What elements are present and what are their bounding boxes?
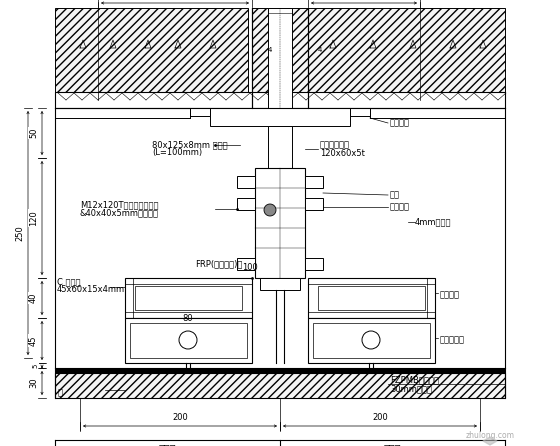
- Text: 5: 5: [32, 363, 38, 368]
- Bar: [305, 258, 323, 270]
- Bar: [125, 278, 252, 318]
- Bar: [268, 126, 292, 168]
- Bar: [350, 108, 370, 116]
- Text: 材料表: 材料表: [384, 443, 402, 446]
- Text: 45: 45: [29, 335, 38, 346]
- Bar: [55, 368, 505, 373]
- Text: 4: 4: [268, 47, 272, 53]
- Text: FZPMB右中超提: FZPMB右中超提: [390, 376, 439, 384]
- Bar: [190, 108, 210, 116]
- Circle shape: [179, 331, 197, 349]
- Bar: [305, 198, 323, 210]
- Text: 40: 40: [29, 293, 38, 303]
- Text: 材料表: 材料表: [158, 443, 176, 446]
- Text: 右中超提升噧: 右中超提升噧: [320, 140, 350, 149]
- Text: 80: 80: [183, 314, 193, 323]
- Polygon shape: [483, 437, 497, 445]
- Bar: [55, 92, 505, 108]
- Text: &40x40x5mm弹性字台: &40x40x5mm弹性字台: [80, 208, 159, 218]
- Bar: [318, 286, 425, 310]
- Bar: [308, 318, 435, 363]
- Text: 30mm天燕模: 30mm天燕模: [390, 384, 432, 393]
- Bar: [260, 278, 300, 290]
- Bar: [308, 8, 505, 100]
- Text: 50: 50: [29, 128, 38, 138]
- Circle shape: [362, 331, 380, 349]
- Text: 4mm天燕模: 4mm天燕模: [415, 218, 451, 227]
- Bar: [313, 323, 430, 358]
- Bar: [125, 318, 252, 363]
- Bar: [237, 198, 255, 210]
- Text: 弹型: 弹型: [390, 190, 400, 199]
- Text: 80x125x8mm 钔板槽: 80x125x8mm 钔板槽: [152, 140, 227, 149]
- Bar: [268, 8, 292, 108]
- Bar: [130, 323, 247, 358]
- Text: zhulong.com: zhulong.com: [465, 430, 515, 439]
- Text: 100: 100: [242, 263, 258, 272]
- Text: 200: 200: [172, 413, 188, 422]
- Bar: [305, 176, 323, 188]
- Text: M12x120T形梯形销钉嘴子: M12x120T形梯形销钉嘴子: [80, 201, 158, 210]
- Text: 120: 120: [29, 210, 38, 226]
- Text: 继续异层: 继续异层: [390, 202, 410, 211]
- Bar: [255, 168, 305, 278]
- Bar: [308, 278, 435, 318]
- Text: 锴板详情: 锴板详情: [390, 119, 410, 128]
- Text: 120x60x5t: 120x60x5t: [320, 149, 365, 157]
- Bar: [237, 176, 255, 188]
- Text: 节: 节: [58, 388, 63, 397]
- Text: C 形罗丝: C 形罗丝: [57, 277, 81, 286]
- Bar: [210, 108, 350, 126]
- Bar: [237, 258, 255, 270]
- Text: 石材固定器: 石材固定器: [440, 335, 465, 344]
- Text: 200: 200: [372, 413, 388, 422]
- Bar: [135, 286, 242, 310]
- Text: 45x60x15x4mm: 45x60x15x4mm: [57, 285, 125, 294]
- Bar: [55, 373, 505, 398]
- Circle shape: [264, 204, 276, 216]
- Text: FRP(天展自动)模: FRP(天展自动)模: [195, 260, 242, 268]
- Text: 4: 4: [318, 47, 322, 53]
- Text: 石材异层: 石材异层: [440, 290, 460, 300]
- Bar: [252, 8, 308, 100]
- Text: 250: 250: [15, 225, 24, 241]
- Text: 30: 30: [29, 378, 38, 388]
- Text: (L=100mm): (L=100mm): [152, 148, 202, 157]
- Bar: [55, 8, 248, 100]
